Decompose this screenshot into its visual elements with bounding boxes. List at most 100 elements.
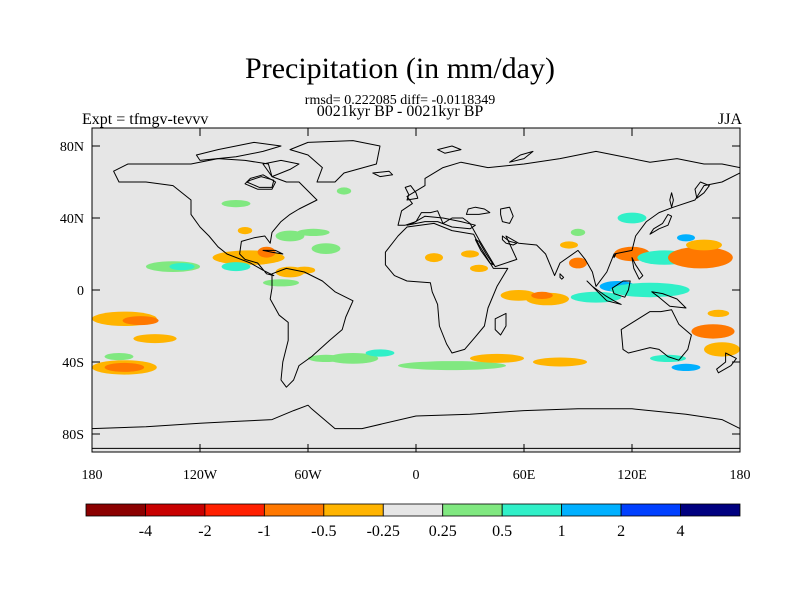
anomaly-blob (707, 309, 730, 317)
coastline-south-america (269, 267, 354, 388)
anomaly-blob (470, 264, 488, 272)
colorbar-label: -2 (198, 523, 211, 540)
anomaly-blob (221, 200, 251, 208)
anomaly-blob (533, 357, 587, 367)
coastline-cuba (262, 249, 284, 255)
coastline-red-sea (474, 239, 494, 266)
coastline-taiwan-hainan (613, 253, 617, 259)
period-label: 0021kyr BP - 0021kyr BP (316, 103, 484, 120)
colorbar-swatch (145, 503, 206, 517)
anomaly-blob (470, 353, 524, 363)
anomaly-blob (237, 227, 253, 235)
colorbar-label: 0.5 (492, 523, 512, 540)
coastline-hudson-bay (246, 176, 275, 188)
colorbar-swatch (204, 503, 265, 517)
anomaly-blob (668, 246, 733, 269)
coastline-persian-gulf (501, 235, 518, 246)
coastline-black-sea (465, 206, 491, 215)
coastline-indonesia (586, 280, 622, 305)
coastline-sri-lanka (559, 273, 565, 280)
season-label: JJA (717, 111, 742, 128)
y-tick-label: 0 (77, 284, 84, 299)
colorbar-swatch (442, 503, 503, 517)
anomaly-blob (569, 257, 587, 269)
colorbar-label: 4 (677, 523, 685, 540)
coastline-kamchatka (694, 181, 710, 199)
anomaly-blob (617, 212, 647, 224)
anomaly-blob (560, 241, 578, 249)
coastline-caspian (500, 206, 514, 224)
coastline-baffin (262, 159, 300, 178)
y-tick-label: 80S (62, 428, 84, 443)
anomaly-blob (263, 279, 299, 287)
anomaly-blob (293, 266, 316, 274)
coastline-mediterranean (406, 215, 476, 230)
anomaly-blob (311, 243, 341, 255)
colorbar-label: 0.25 (429, 523, 457, 540)
x-tick-label: 60E (513, 468, 536, 483)
coastline-canadian-arctic (195, 141, 282, 161)
coastline-australia (620, 309, 692, 361)
colorbar-swatch (501, 503, 563, 517)
anomaly-blob (133, 334, 177, 344)
y-tick-label: 40S (62, 356, 84, 371)
anomaly-blob (425, 253, 443, 263)
coastline-eurasia (397, 150, 740, 287)
coastline-greenland (289, 140, 381, 183)
anomaly-fields (92, 187, 740, 375)
longitude-axis: 180 120W 60W 0 60E 120E 180 (82, 128, 751, 483)
coastline-africa (384, 222, 509, 354)
x-tick-label: 180 (730, 468, 751, 483)
coastline-antarctica (92, 404, 740, 449)
anomaly-blob (691, 324, 735, 339)
anomaly-blob (365, 349, 395, 357)
coastline-uk (404, 185, 419, 201)
x-tick-label: 120E (617, 468, 647, 483)
colorbar-swatch (263, 503, 325, 517)
x-tick-label: 120W (183, 468, 218, 483)
coastline-philippines (631, 257, 644, 280)
colorbar-swatch (85, 503, 146, 517)
anomaly-blob (704, 342, 740, 357)
coastline-novaya-zemlya (509, 150, 534, 163)
colorbar-swatch (323, 503, 384, 517)
x-tick-label: 180 (82, 468, 103, 483)
anomaly-blob (398, 361, 506, 371)
anomaly-blob (297, 228, 330, 236)
colorbar-label: 1 (558, 523, 566, 540)
anomaly-blob (104, 353, 134, 361)
anomaly-blob (327, 353, 379, 364)
anomaly-blob (570, 228, 586, 236)
x-tick-label: 60W (294, 468, 322, 483)
colorbar-swatch (620, 503, 681, 517)
coastline-japan (649, 213, 673, 235)
coastline-new-guinea (651, 291, 687, 309)
coastline-north-america (113, 158, 318, 277)
coastline-borneo (611, 280, 631, 298)
anomaly-blob (461, 250, 479, 258)
experiment-label: Expt = tfmgv-tevvv (82, 111, 209, 128)
y-tick-label: 80N (60, 140, 84, 155)
x-tick-label: 0 (413, 468, 420, 483)
map-title: Precipitation (in mm/day) (245, 52, 555, 85)
colorbar-label: -0.25 (367, 523, 400, 540)
anomaly-blob (671, 363, 701, 371)
anomaly-blob (275, 230, 305, 242)
colorbar-label: -0.5 (311, 523, 336, 540)
anomaly-blob (336, 187, 352, 195)
anomaly-blob (650, 354, 686, 362)
anomaly-blob (531, 291, 553, 299)
anomaly-blob (257, 246, 276, 258)
colorbar-label: -4 (139, 523, 152, 540)
coastline-new-zealand (716, 352, 737, 374)
coastline-sakhalin (669, 192, 674, 208)
anomaly-blob (570, 291, 622, 303)
colorbar-swatch (680, 503, 741, 517)
coastline-madagascar (494, 312, 507, 336)
anomaly-blob (221, 262, 251, 272)
anomaly-blob (104, 362, 145, 372)
anomaly-blob (686, 239, 722, 251)
latitude-axis: 80N 40N 0 40S 80S (60, 140, 740, 443)
